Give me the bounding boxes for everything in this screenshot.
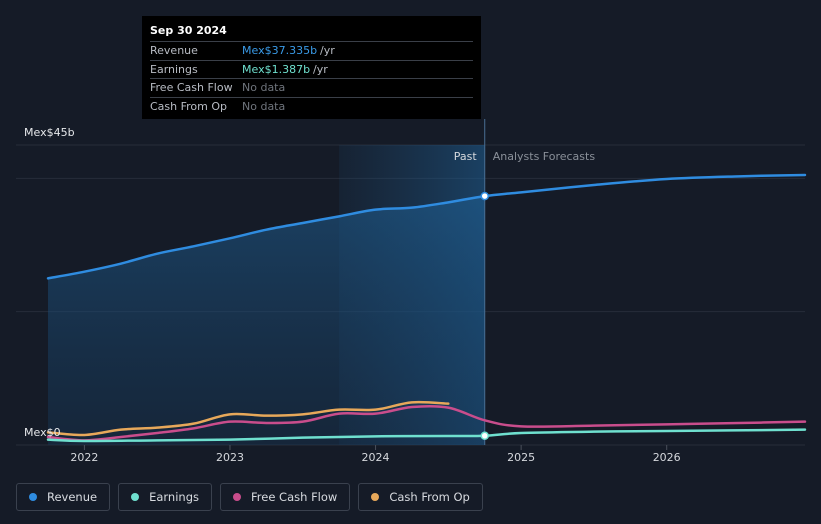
- legend-label: Revenue: [47, 490, 98, 504]
- tooltip-value: No data: [242, 81, 286, 94]
- x-tick-label: 2024: [362, 451, 390, 464]
- hover-markers: [480, 191, 489, 441]
- legend-label: Earnings: [149, 490, 199, 504]
- x-tick-label: 2025: [507, 451, 535, 464]
- tooltip-value: No data: [242, 99, 286, 113]
- tooltip-unit: /yr: [313, 62, 328, 76]
- tooltip-label: Earnings: [150, 62, 198, 76]
- x-axis-ticks: 2022 2023 2024 2025 2026: [70, 445, 681, 464]
- legend-dot-icon: [371, 493, 380, 501]
- legend-item-free-cash-flow[interactable]: Free Cash Flow: [220, 483, 351, 511]
- tooltip-value: Mex$37.335b: [242, 44, 318, 57]
- x-tick-label: 2022: [70, 451, 98, 464]
- y-axis-min-label: Mex$0: [24, 426, 61, 439]
- tooltip-value: Mex$1.387b: [242, 62, 311, 76]
- tooltip-unit: /yr: [320, 44, 335, 57]
- tooltip-label: Cash From Op: [150, 99, 228, 113]
- series-line-cash-from-op: [46, 400, 450, 437]
- series-line-revenue: [46, 173, 807, 280]
- marker-revenue: [480, 191, 489, 201]
- legend-label: Free Cash Flow: [251, 490, 338, 504]
- x-tick-label: 2026: [653, 451, 681, 464]
- legend-item-earnings[interactable]: Earnings: [118, 483, 212, 511]
- tooltip-label: Revenue: [150, 44, 198, 57]
- revenue-area: [48, 196, 485, 445]
- tooltip-row-earnings: Earnings Mex$1.387b /yr: [150, 59, 473, 79]
- legend: Revenue Earnings Free Cash Flow Cash Fro…: [16, 483, 483, 511]
- x-tick-label: 2023: [216, 451, 244, 464]
- legend-dot-icon: [131, 493, 140, 501]
- past-label: Past: [454, 150, 478, 163]
- series-line-earnings: [46, 428, 807, 443]
- tooltip-row-free-cash-flow: Free Cash Flow No data: [150, 78, 473, 97]
- marker-earnings: [480, 431, 489, 441]
- tooltip-date: Sep 30 2024: [150, 24, 227, 37]
- tooltip-row-cash-from-op: Cash From Op No data: [150, 96, 473, 116]
- series-line-free-cash-flow: [46, 404, 807, 442]
- tooltip-label: Free Cash Flow: [150, 81, 233, 94]
- legend-label: Cash From Op: [389, 490, 470, 504]
- legend-item-cash-from-op[interactable]: Cash From Op: [358, 483, 483, 511]
- series-lines: [46, 173, 807, 443]
- tooltip-row-revenue: Revenue Mex$37.335b /yr: [150, 41, 473, 60]
- legend-dot-icon: [29, 493, 37, 501]
- y-axis-max-label: Mex$45b: [24, 126, 75, 139]
- forecast-label: Analysts Forecasts: [493, 150, 596, 163]
- legend-dot-icon: [233, 493, 241, 501]
- legend-item-revenue[interactable]: Revenue: [16, 483, 111, 511]
- tooltip: Sep 30 2024 Revenue Mex$37.335b /yr Earn…: [142, 16, 481, 119]
